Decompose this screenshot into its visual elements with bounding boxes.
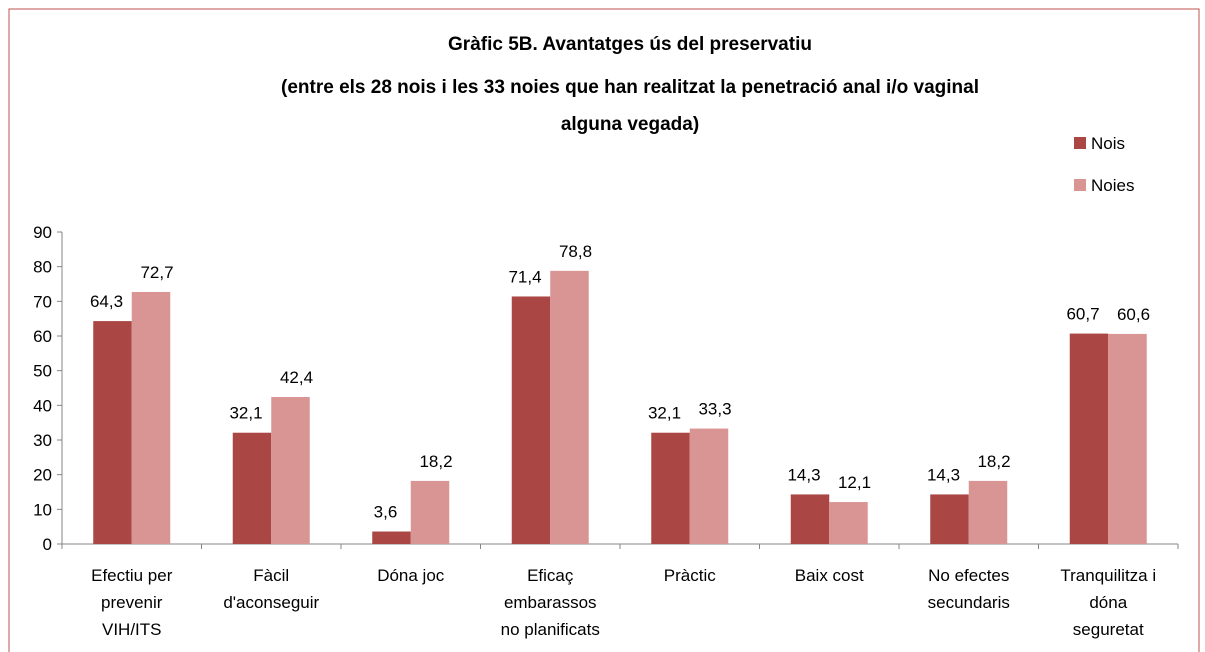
x-tick-label: Eficaç bbox=[527, 566, 574, 585]
y-tick-label: 30 bbox=[33, 431, 52, 450]
x-tick-label: Fàcil bbox=[253, 566, 289, 585]
value-label: 42,4 bbox=[280, 368, 313, 387]
legend-label: Noies bbox=[1091, 176, 1134, 195]
x-tick-label: Efectiu per bbox=[91, 566, 173, 585]
y-tick-label: 40 bbox=[33, 396, 52, 415]
bar bbox=[829, 502, 868, 544]
bar bbox=[651, 432, 690, 544]
value-label: 18,2 bbox=[977, 452, 1010, 471]
x-tick-label: no planificats bbox=[501, 620, 600, 639]
value-label: 72,7 bbox=[140, 263, 173, 282]
value-label: 64,3 bbox=[90, 292, 123, 311]
legend-swatch bbox=[1074, 179, 1086, 191]
chart-border bbox=[8, 8, 1200, 652]
x-tick-label: Tranquilitza i bbox=[1060, 566, 1156, 585]
y-tick-label: 80 bbox=[33, 258, 52, 277]
x-tick-label: dóna bbox=[1089, 593, 1127, 612]
bar bbox=[131, 291, 171, 544]
value-label: 18,2 bbox=[419, 452, 452, 471]
value-label: 32,1 bbox=[229, 404, 262, 423]
y-tick-label: 50 bbox=[33, 362, 52, 381]
x-tick-label: prevenir bbox=[101, 593, 163, 612]
x-tick-label: Dóna joc bbox=[377, 566, 445, 585]
value-label: 12,1 bbox=[838, 473, 871, 492]
bar bbox=[93, 321, 132, 544]
x-tick-label: d'aconseguir bbox=[223, 593, 319, 612]
bar bbox=[1069, 333, 1109, 544]
bar bbox=[1108, 333, 1147, 544]
value-label: 3,6 bbox=[374, 503, 398, 522]
y-tick-label: 20 bbox=[33, 466, 52, 485]
value-label: 14,3 bbox=[787, 465, 820, 484]
value-label: 33,3 bbox=[698, 400, 731, 419]
value-label: 78,8 bbox=[559, 242, 592, 261]
bar bbox=[232, 432, 272, 544]
y-tick-label: 60 bbox=[33, 327, 52, 346]
bar bbox=[550, 270, 589, 544]
bar bbox=[511, 296, 551, 544]
chart-subtitle: alguna vegada) bbox=[561, 114, 699, 135]
bar bbox=[930, 494, 969, 544]
value-label: 60,7 bbox=[1066, 305, 1099, 324]
legend-swatch bbox=[1074, 137, 1086, 149]
value-label: 32,1 bbox=[648, 404, 681, 423]
x-tick-label: Baix cost bbox=[795, 566, 864, 585]
value-label: 14,3 bbox=[927, 465, 960, 484]
bar bbox=[372, 531, 411, 544]
chart-subtitle: (entre els 28 nois i les 33 noies que ha… bbox=[281, 77, 979, 98]
chart-title: Gràfic 5B. Avantatges ús del preservatiu bbox=[448, 34, 812, 55]
bar bbox=[271, 397, 310, 544]
x-tick-label: secundaris bbox=[928, 593, 1010, 612]
bar bbox=[790, 494, 830, 544]
bar bbox=[689, 428, 729, 544]
y-tick-label: 70 bbox=[33, 292, 52, 311]
x-tick-label: Pràctic bbox=[664, 566, 716, 585]
bar bbox=[968, 480, 1008, 544]
y-tick-label: 90 bbox=[33, 223, 52, 242]
x-tick-label: embarassos bbox=[504, 593, 597, 612]
x-tick-label: No efectes bbox=[928, 566, 1009, 585]
legend-label: Nois bbox=[1091, 134, 1125, 153]
value-label: 71,4 bbox=[508, 267, 541, 286]
value-label: 60,6 bbox=[1117, 305, 1150, 324]
x-tick-label: VIH/ITS bbox=[102, 620, 162, 639]
x-tick-label: seguretat bbox=[1073, 620, 1144, 639]
y-tick-label: 10 bbox=[33, 500, 52, 519]
bar bbox=[410, 480, 450, 544]
y-tick-label: 0 bbox=[43, 535, 52, 554]
